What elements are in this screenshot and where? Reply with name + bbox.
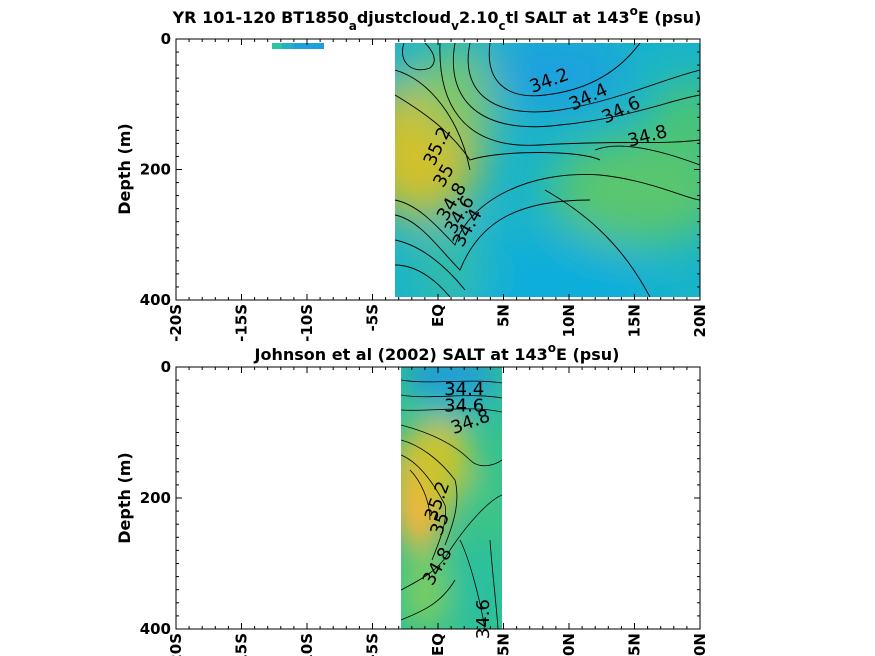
bottom-x-tick-label: -5S — [364, 633, 382, 656]
top-contour-lines — [395, 43, 700, 297]
bottom-contour-label: 34.6 — [444, 395, 484, 416]
bottom-ticks: -20S -15S -10S -5S EQ 5N 10N 15N 20N 0 200 400 — [140, 358, 709, 656]
top-x-tick-label: -10S — [298, 304, 316, 342]
top-x-tick-label: -20S — [167, 304, 185, 342]
bottom-x-tick-label: 10N — [560, 633, 578, 656]
bottom-y-tick-label: 400 — [140, 620, 171, 638]
bottom-chart-title: Johnson et al (2002) SALT at 143oE (psu) — [254, 341, 620, 364]
top-y-tick-label: 0 — [161, 30, 171, 48]
bottom-x-tick-label: EQ — [429, 633, 447, 656]
top-chart-title: YR 101-120 BT1850adjustcloudv2.10ctl SAL… — [172, 4, 702, 33]
bottom-x-tick-label: -20S — [167, 633, 185, 656]
top-x-tick-label: EQ — [429, 304, 447, 327]
top-ticks: -20S -15S -10S -5S EQ 5N 10N 15N 20N 0 200 400 — [140, 30, 709, 342]
bottom-x-tick-label: -15S — [233, 633, 251, 656]
top-y-axis-label: Depth (m) — [115, 123, 134, 215]
bottom-x-tick-label: 20N — [691, 633, 709, 656]
top-surface-patch — [272, 43, 324, 49]
top-x-tick-label: 5N — [495, 304, 513, 327]
bottom-y-tick-label: 200 — [140, 489, 171, 507]
top-x-tick-label: -15S — [233, 304, 251, 342]
top-x-tick-label: -5S — [364, 304, 382, 331]
top-y-tick-label: 400 — [140, 291, 171, 309]
bottom-contour-lines — [401, 379, 502, 629]
top-x-tick-label: 10N — [560, 304, 578, 337]
bottom-x-tick-label: 15N — [626, 633, 644, 656]
bottom-x-tick-label: 5N — [495, 633, 513, 656]
top-salinity-field — [395, 43, 700, 297]
bottom-y-tick-label: 0 — [161, 358, 171, 376]
bottom-panel: Johnson et al (2002) SALT at 143oE (psu) — [115, 341, 709, 656]
top-y-tick-label: 200 — [140, 161, 171, 179]
top-panel: YR 101-120 BT1850adjustcloudv2.10ctl SAL… — [115, 4, 709, 342]
top-x-tick-label: 20N — [691, 304, 709, 337]
bottom-x-tick-label: -10S — [298, 633, 316, 656]
bottom-y-axis-label: Depth (m) — [115, 452, 134, 544]
bottom-contour-label: 34.6 — [473, 599, 494, 639]
bottom-contour-label: 34.4 — [444, 379, 484, 400]
top-x-tick-label: 15N — [626, 304, 644, 337]
